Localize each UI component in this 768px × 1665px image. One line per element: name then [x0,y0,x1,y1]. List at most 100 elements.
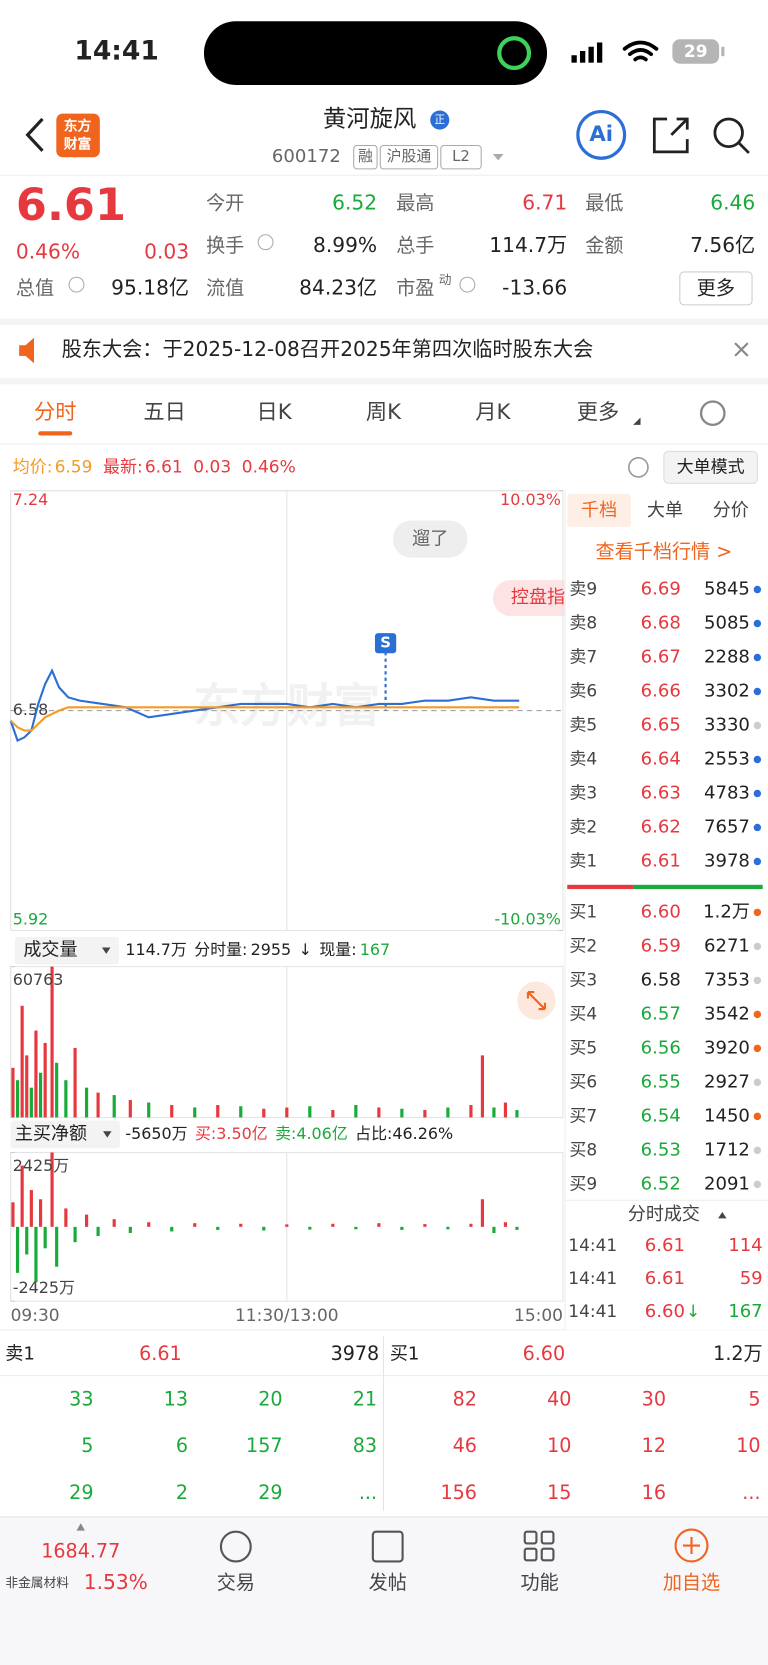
queue-order: 21 [353,1387,377,1410]
volume-info: 现量: [319,940,356,959]
change-pct: 0.46% [16,239,80,263]
book-dot [753,942,762,951]
stock-code: 600172 [272,146,341,167]
more-button[interactable] [679,271,753,306]
panel-tab[interactable]: 千档 [581,500,617,521]
queue-order: 40 [547,1387,571,1410]
book-dot [753,755,762,764]
index-value[interactable]: 1684.77 [41,1539,120,1562]
ai-button[interactable] [576,109,627,160]
mode-button[interactable] [663,450,758,484]
bar [15,1226,20,1273]
add-icon-plus [683,1537,701,1554]
book-price: 6.62 [641,816,681,837]
bar [55,1226,59,1267]
book-label: 卖4 [569,749,597,769]
queue-order: 33 [69,1387,93,1410]
book-label: 买2 [569,936,597,956]
bar [400,1108,404,1118]
field-label: 最低 [585,191,623,214]
trades-title: 分时成交 [628,1204,700,1225]
volume-info: 分时量: [194,940,247,959]
field-value: 6.46 [710,190,755,214]
badge-text: 正 [434,113,445,126]
clock: 14:41 [74,36,159,67]
comment-bubble[interactable] [393,520,468,558]
bar [20,1005,24,1118]
y2-tick-label: -10.03% [494,909,560,928]
control-bubble[interactable] [492,579,578,617]
bar [331,1109,335,1118]
bar [96,1092,100,1118]
bar [55,1062,59,1118]
book-dot [753,687,762,696]
book-label: 卖8 [569,614,597,634]
tab[interactable]: 五日 [143,400,185,425]
panel-tab[interactable]: 大单 [647,500,683,521]
book-label: 买9 [569,1174,597,1194]
field-value: 84.23亿 [299,275,377,299]
panel-tab[interactable]: 分价 [713,500,749,521]
battery-tip [721,46,725,57]
back-button[interactable] [25,117,44,152]
field-label: 市盈 [396,276,434,299]
queue-order: 46 [453,1434,477,1457]
app-logo [56,113,100,158]
queue-order: 29 [258,1481,282,1504]
help-icon[interactable] [628,457,649,478]
depth-link[interactable]: 查看千档行情 > [596,540,733,563]
book-label: 卖5 [569,715,597,735]
nav-item[interactable]: 加自选 [663,1571,720,1594]
volume-selector[interactable] [14,936,119,965]
book-volume: 2927 [704,1071,750,1092]
flow-selector[interactable] [10,1120,121,1149]
nav-item[interactable]: 交易 [217,1571,255,1594]
share-button[interactable] [652,117,689,154]
comment-text[interactable]: 遛了 [412,529,448,550]
control-text[interactable]: 控盘指 [511,587,565,608]
search-button[interactable] [713,117,744,148]
x-tick-label: 15:00 [514,1306,563,1326]
book-price: 6.66 [641,680,681,701]
settings-button[interactable] [699,400,726,427]
book-label: 买4 [569,1004,597,1024]
bar [354,1105,358,1118]
bar [492,1107,496,1118]
bar [503,1102,508,1118]
ai-label[interactable]: Ai [589,122,613,147]
selector[interactable]: 主买净额 [15,1123,87,1144]
bar [216,1105,220,1118]
book-volume: 3330 [704,714,750,735]
selector[interactable]: 成交量 [23,940,77,961]
close-button[interactable] [734,342,749,357]
mode-label[interactable]: 大单模式 [677,457,745,477]
queue-order: 82 [453,1387,477,1410]
tab[interactable]: 月K [475,400,511,425]
nav-item[interactable]: 发帖 [369,1571,407,1594]
dynamic-island [203,21,548,85]
marker-text[interactable]: S [380,634,391,652]
badge [430,110,450,130]
book-volume: 2553 [704,748,750,769]
bar [469,1105,473,1118]
book-volume: 5085 [704,613,750,634]
tab[interactable]: 更多 [577,400,619,425]
tag: 沪股通 [387,147,432,165]
tab[interactable]: 分时 [34,400,76,425]
trade-time: 14:41 [568,1302,617,1322]
bar [193,1107,197,1118]
tab[interactable]: 周K [366,400,402,425]
queue-order: ... [359,1481,377,1504]
bar [29,1190,33,1227]
stock-name: 黄河旋风 [323,105,416,133]
book-dot [753,908,762,917]
tab[interactable]: 日K [256,400,292,425]
field-value: 6.71 [522,190,567,214]
more-label[interactable]: 更多 [697,276,735,299]
nav-item[interactable]: 功能 [520,1571,558,1594]
book-volume: 1712 [704,1139,750,1160]
bar [73,1226,77,1243]
bar [112,1219,116,1227]
bar [285,1224,289,1227]
book-volume: 3302 [704,680,750,701]
